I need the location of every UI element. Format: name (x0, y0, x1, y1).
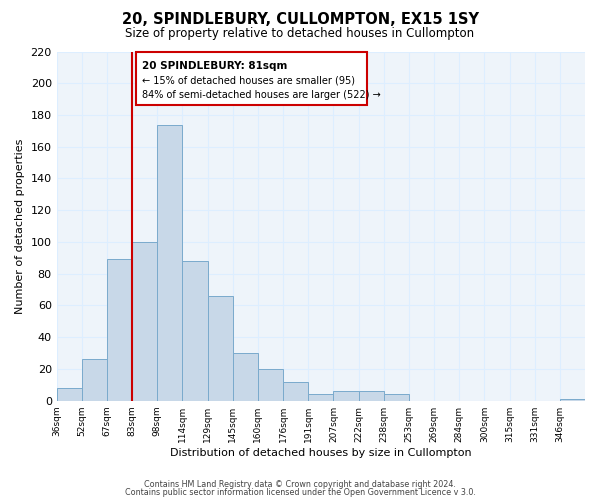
Text: 20, SPINDLEBURY, CULLOMPTON, EX15 1SY: 20, SPINDLEBURY, CULLOMPTON, EX15 1SY (121, 12, 479, 28)
Bar (182, 261, 208, 400)
Bar (82, 360, 107, 401)
Bar (283, 382, 308, 400)
Text: Contains public sector information licensed under the Open Government Licence v : Contains public sector information licen… (125, 488, 475, 497)
Bar (157, 124, 182, 400)
Bar (208, 296, 233, 401)
FancyBboxPatch shape (136, 52, 367, 106)
Bar (384, 394, 409, 400)
Bar (56, 388, 82, 400)
Bar (308, 394, 334, 400)
Text: ← 15% of detached houses are smaller (95): ← 15% of detached houses are smaller (95… (142, 76, 355, 86)
X-axis label: Distribution of detached houses by size in Cullompton: Distribution of detached houses by size … (170, 448, 472, 458)
Text: 20 SPINDLEBURY: 81sqm: 20 SPINDLEBURY: 81sqm (142, 61, 287, 71)
Y-axis label: Number of detached properties: Number of detached properties (15, 138, 25, 314)
Text: Contains HM Land Registry data © Crown copyright and database right 2024.: Contains HM Land Registry data © Crown c… (144, 480, 456, 489)
Bar (132, 242, 157, 400)
Text: 84% of semi-detached houses are larger (522) →: 84% of semi-detached houses are larger (… (142, 90, 381, 100)
Bar (107, 260, 132, 400)
Bar (258, 369, 283, 400)
Bar (560, 399, 585, 400)
Bar (233, 353, 258, 401)
Text: Size of property relative to detached houses in Cullompton: Size of property relative to detached ho… (125, 28, 475, 40)
Bar (359, 391, 384, 400)
Bar (334, 391, 359, 400)
